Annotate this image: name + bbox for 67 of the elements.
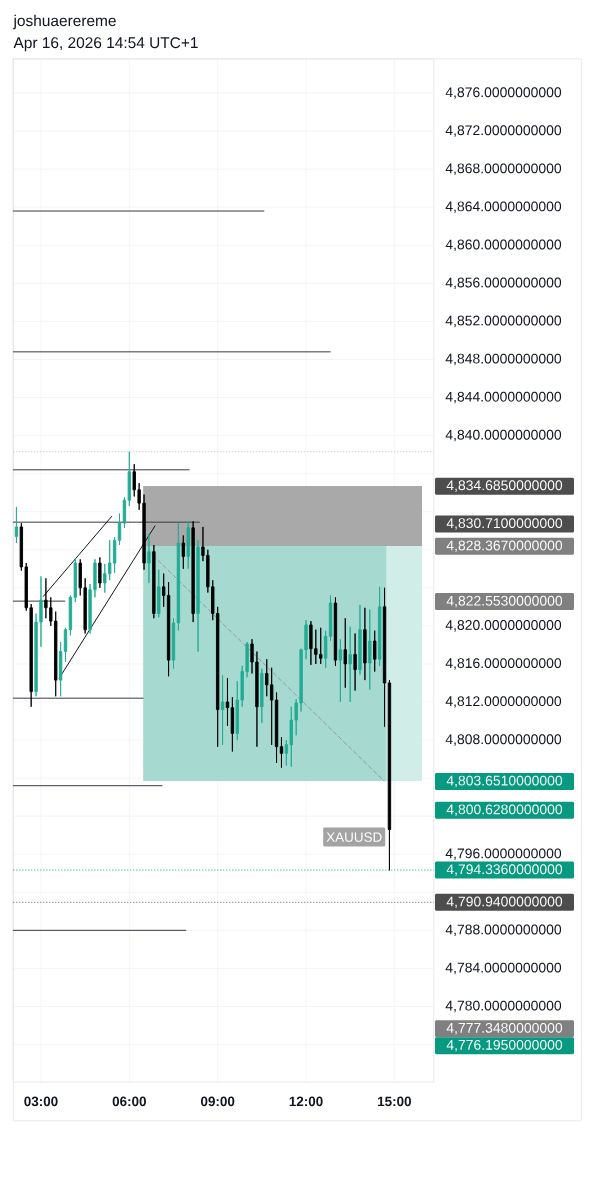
candlestick (382, 587, 387, 728)
x-tick-label: 09:00 (200, 1096, 235, 1107)
y-tick-label: 4,848.0000000000 (445, 353, 562, 366)
y2-tick-label: 4,822.5530000000 (446, 595, 563, 608)
candlestick (220, 674, 225, 746)
y-tick-label: 4,784.0000000000 (445, 962, 562, 975)
annotation: XAUUSD (326, 832, 382, 842)
candlestick (260, 668, 264, 724)
candlestick (363, 607, 367, 681)
y-tick-label: 4,808.0000000000 (445, 734, 562, 746)
candlestick (147, 533, 151, 584)
candlestick (63, 627, 68, 663)
candlestick (186, 520, 190, 570)
candlestick (279, 736, 284, 769)
candlestick (225, 677, 230, 727)
y-tick-label: 4,820.0000000000 (445, 620, 562, 632)
y2-tick-label: 4,776.1950000000 (446, 1039, 563, 1052)
candlestick (353, 633, 357, 692)
y-tick-label: 4,856.0000000000 (445, 277, 562, 290)
y-tick-label: 4,864.0000000000 (445, 201, 562, 213)
y-tick-label: 4,872.0000000000 (445, 125, 562, 137)
candlestick (333, 596, 338, 667)
y2-tick-label: 4,834.6850000000 (446, 480, 563, 492)
x-tick-label: 06:00 (112, 1096, 146, 1107)
candlestick (181, 535, 185, 570)
candlestick (176, 522, 181, 632)
y2-tick-label: 4,800.6280000000 (446, 804, 563, 816)
candlestick (98, 556, 102, 589)
candlestick (58, 641, 63, 697)
candlestick (343, 617, 347, 689)
candlestick (14, 506, 19, 544)
candlestick (157, 569, 161, 618)
y-tick-label: 4,844.0000000000 (445, 391, 562, 404)
candlestick (117, 513, 122, 546)
candlestick (377, 586, 382, 667)
candlestick (338, 638, 343, 703)
y2-tick-label: 4,828.3670000000 (446, 540, 563, 553)
candlestick (230, 696, 235, 752)
candlestick (171, 617, 176, 670)
y2-tick-label: 4,830.7100000000 (446, 518, 563, 530)
y-tick-label: 4,812.0000000000 (445, 696, 562, 708)
candlestick (387, 679, 392, 871)
y-tick-label: 4,860.0000000000 (445, 239, 562, 252)
chart-subtitle: Apr 16, 2026 14:54 UTC+1 (13, 37, 198, 52)
y-tick-label: 4,816.0000000000 (445, 658, 562, 670)
candlestick (152, 544, 156, 619)
y-tick-label: 4,796.0000000000 (445, 848, 562, 860)
y-tick-label: 4,876.0000000000 (445, 87, 562, 99)
candlestick (373, 630, 377, 672)
candlestick (348, 626, 352, 703)
y-tick-label: 4,868.0000000000 (445, 163, 562, 175)
x-tick-label: 03:00 (24, 1096, 58, 1107)
y2-tick-label: 4,803.6510000000 (446, 775, 563, 788)
y-tick-label: 4,780.0000000000 (445, 1000, 562, 1013)
ref-line-label: 4,794.3360000000 (446, 864, 563, 876)
candlestick (196, 539, 200, 653)
x-tick-label: 15:00 (377, 1096, 411, 1107)
candlestick (191, 520, 195, 623)
ref-line-label: 4,790.9400000000 (446, 896, 563, 909)
y2-tick-label: 4,777.3480000000 (446, 1022, 563, 1035)
candlestick (368, 609, 372, 691)
y-tick-label: 4,788.0000000000 (445, 924, 562, 937)
chart-title: joshuaerereme (13, 14, 116, 30)
y-tick-label: 4,852.0000000000 (445, 315, 562, 328)
y-tick-label: 4,840.0000000000 (445, 429, 562, 442)
x-tick-label: 12:00 (289, 1096, 323, 1107)
candlestick (358, 604, 362, 675)
